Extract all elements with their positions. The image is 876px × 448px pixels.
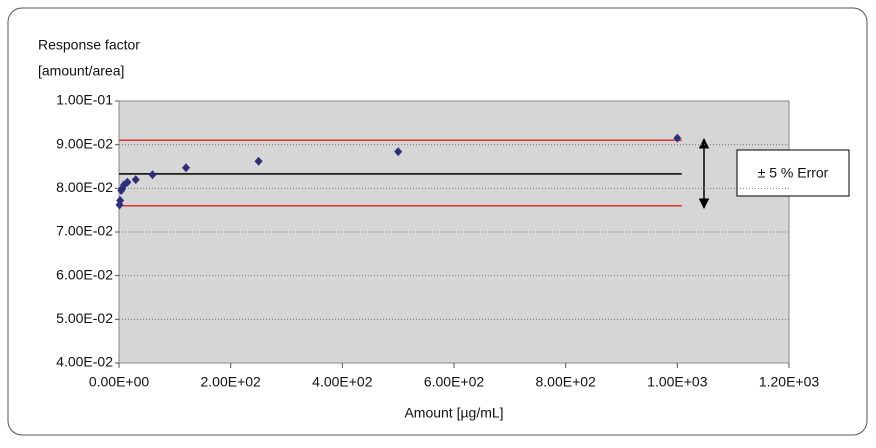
point [182, 163, 190, 173]
y-tick-label: 6.00E-02 [56, 266, 113, 282]
y-tick-label: 9.00E-02 [56, 135, 113, 151]
x-axis-title: Amount [µg/mL] [404, 405, 503, 421]
point [116, 196, 125, 206]
x-tick-label: 6.00E+02 [424, 374, 485, 390]
annotation-box [736, 149, 850, 197]
point [148, 170, 157, 180]
y-tick-label: 5.00E-02 [56, 310, 113, 326]
y-tick-label: 7.00E-02 [56, 223, 113, 239]
x-tick-label: 0.00E+00 [89, 374, 150, 390]
y-axis-title: [amount/area] [38, 63, 124, 79]
x-tick-label: 4.00E+02 [312, 374, 373, 390]
x-tick-label: 2.00E+02 [200, 374, 261, 390]
x-tick-label: 8.00E+02 [535, 374, 596, 390]
y-tick-label: 8.00E-02 [56, 179, 113, 195]
x-tick-label: 1.00E+03 [647, 374, 708, 390]
point [394, 147, 403, 157]
y-tick-label: 1.00E-01 [56, 92, 113, 108]
annotation: ± 5 % Error [758, 165, 829, 181]
point [254, 156, 263, 166]
y-axis-title: Response factor [38, 37, 140, 53]
point [131, 175, 140, 185]
point [123, 177, 132, 187]
frame [7, 7, 868, 436]
point [673, 133, 682, 143]
y-tick-label: 4.00E-02 [56, 354, 113, 370]
x-tick-label: 1.20E+03 [759, 374, 820, 390]
